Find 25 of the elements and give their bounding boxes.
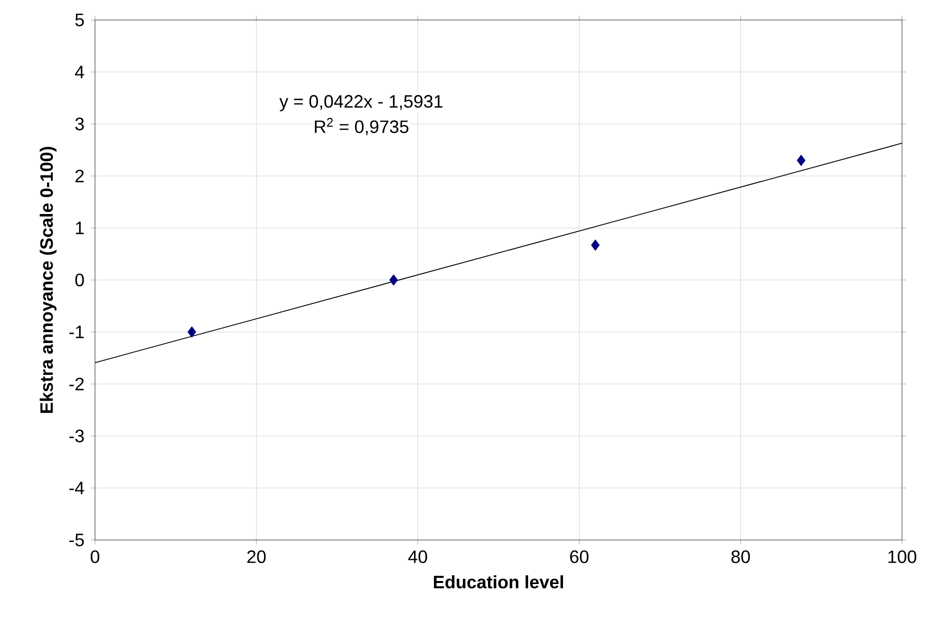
x-axis-title: Education level <box>434 575 564 588</box>
y-tick-label: -4 <box>69 482 84 494</box>
point <box>389 274 398 286</box>
y-tick-label: 3 <box>75 118 84 130</box>
x-tick-label: 80 <box>731 550 750 564</box>
y-tick-label: 5 <box>75 14 84 26</box>
y-tick-label: 1 <box>76 222 84 234</box>
y-tick-label: 0 <box>75 274 84 286</box>
annotation: R$^{2}$ = 0,9735 <box>314 118 408 136</box>
y-tick-label: 2 <box>76 170 84 182</box>
x-tick-label: 60 <box>570 550 588 564</box>
y-tick-label: -1 <box>69 326 84 338</box>
y-tick-label: -2 <box>69 378 84 390</box>
y-tick-label: -5 <box>69 534 84 546</box>
x-tick-label: 40 <box>408 550 428 564</box>
point <box>188 326 196 338</box>
x-tick-label: 0 <box>90 550 100 564</box>
point <box>591 239 600 251</box>
x-tick-label: 20 <box>247 550 266 564</box>
y-tick-label: -3 <box>69 430 84 442</box>
y-tick-label: 4 <box>75 66 84 78</box>
y-axis-title: Ekstra annoyance (Scale 0-100) <box>40 146 56 413</box>
x-tick-label: 100 <box>888 550 916 564</box>
annotation: y = 0,0422x - 1,5931 <box>279 95 442 112</box>
point <box>796 154 806 166</box>
